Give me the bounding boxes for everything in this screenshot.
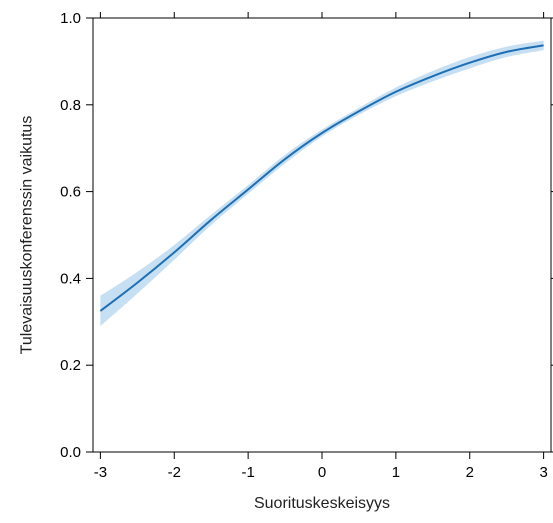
x-tick-label: 1 <box>392 464 400 481</box>
y-tick-label: 0.8 <box>60 97 81 114</box>
y-tick-label: 1.0 <box>60 10 81 27</box>
x-tick-label: 2 <box>466 464 474 481</box>
confidence-band-layer <box>100 40 544 327</box>
x-tick-label: -3 <box>94 464 107 481</box>
y-tick-label: 0.4 <box>60 270 81 287</box>
y-axis: 0.0 0.2 0.4 0.6 0.8 1.0 <box>60 10 553 461</box>
y-axis-title: Tulevaisuuskonferenssin vaikutus <box>19 116 36 355</box>
confidence-band <box>100 40 544 327</box>
y-tick-label: 0.0 <box>60 444 81 461</box>
y-tick-label: 0.6 <box>60 184 81 201</box>
x-axis-title: Suorituskeskeisyys <box>254 495 390 512</box>
x-tick-label: 0 <box>318 464 326 481</box>
series-line <box>99 44 544 312</box>
x-tick-label: 3 <box>539 464 547 481</box>
line-layer <box>99 44 544 312</box>
x-axis: -3 -2 -1 0 1 2 3 <box>94 12 548 481</box>
plot-frame <box>92 17 552 453</box>
y-tick-label: 0.2 <box>60 357 81 374</box>
x-tick-label: -2 <box>168 464 181 481</box>
x-tick-label: -1 <box>241 464 254 481</box>
